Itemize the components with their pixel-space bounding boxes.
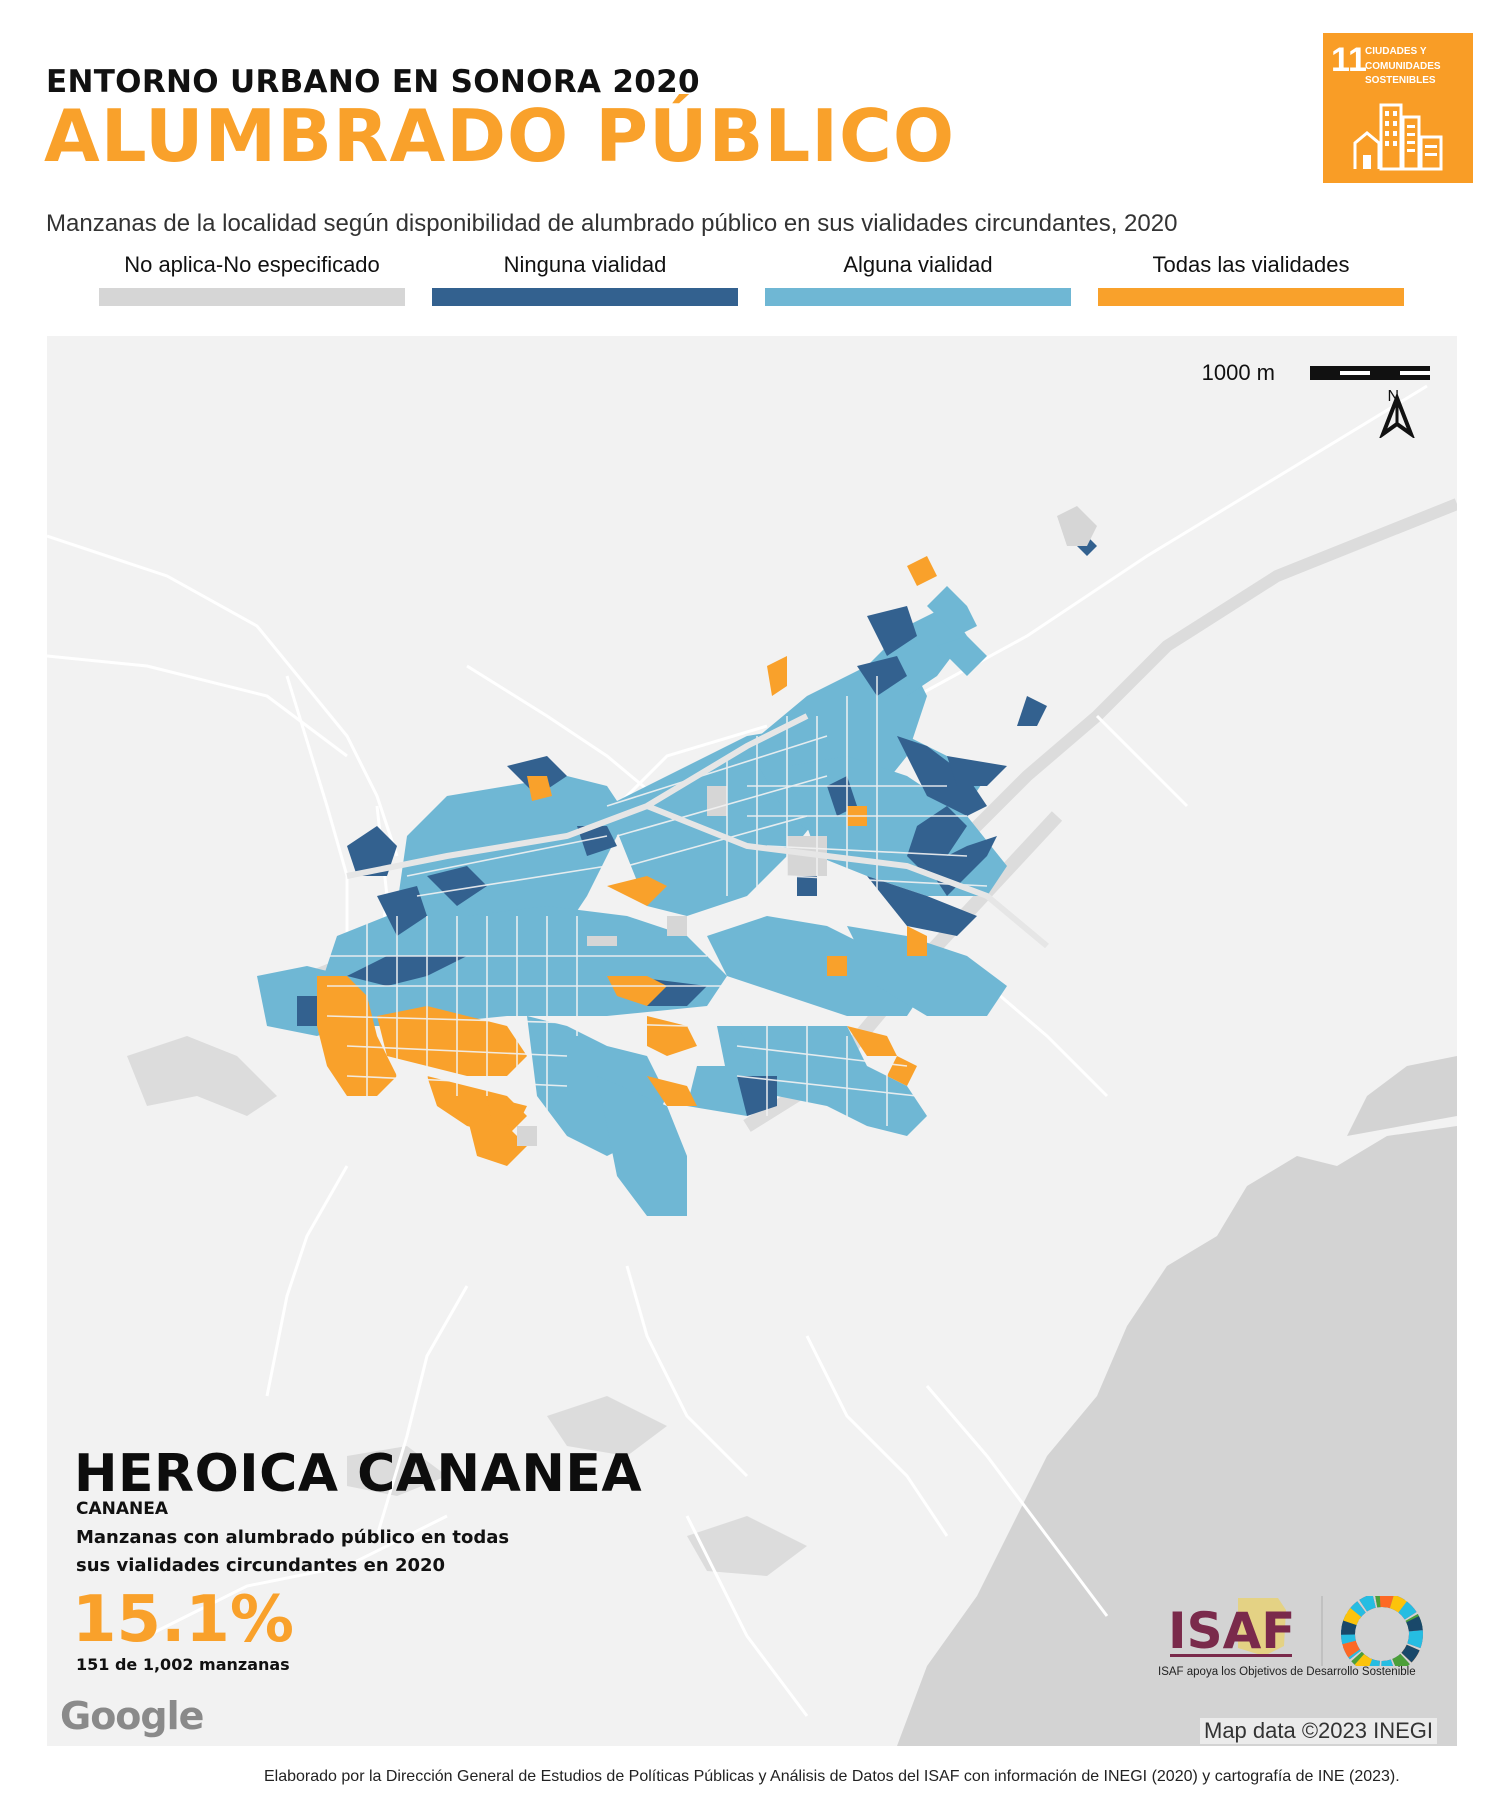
- street-grid: [326, 676, 988, 1126]
- scale-bar: [1310, 366, 1430, 380]
- map-subtitle: Manzanas de la localidad según disponibi…: [46, 210, 1178, 237]
- terrain-ridge-west: [127, 1036, 277, 1116]
- isaf-logo: ISAF: [1168, 1596, 1423, 1666]
- map-data-attribution[interactable]: Map data ©2023 INEGI: [1200, 1718, 1438, 1744]
- blocks-todas-vialidades: [317, 556, 937, 1166]
- legend-item-todas: Todas las vialidades: [1098, 252, 1404, 308]
- terrain-area-east: [897, 1126, 1457, 1746]
- legend-swatch: [432, 288, 738, 306]
- footer-credit: Elaborado por la Dirección General de Es…: [264, 1768, 1400, 1785]
- basemap: [47, 384, 1457, 1746]
- locality-name: HEROICA CANANEA: [74, 1444, 643, 1504]
- terrain-ridge-south: [547, 1396, 667, 1456]
- legend-label: Ninguna vialidad: [503, 252, 667, 277]
- legend-item-no-aplica: No aplica-No especificado: [99, 252, 405, 308]
- terrain-area-east2: [1347, 1056, 1457, 1136]
- legend-swatch: [765, 288, 1071, 306]
- map-panel[interactable]: 1000 m N: [47, 336, 1457, 1746]
- city-buildings-icon: [1353, 103, 1443, 171]
- sdg-label: CIUDADES Y COMUNIDADES SOSTENIBLES: [1365, 46, 1441, 86]
- isaf-logo-text: ISAF: [1168, 1602, 1295, 1660]
- page-title: ALUMBRADO PÚBLICO: [44, 94, 956, 178]
- legend-swatch: [1098, 288, 1404, 306]
- stat-percent: 15.1%: [72, 1583, 295, 1657]
- terrain-ridge-s2: [687, 1516, 807, 1576]
- legend-swatch: [99, 288, 405, 306]
- legend-item-ninguna: Ninguna vialidad: [432, 252, 738, 308]
- highway-east: [942, 498, 1457, 861]
- north-arrow-icon: [1379, 394, 1415, 438]
- municipality-name: CANANEA: [76, 1499, 169, 1519]
- stat-description: Manzanas con alumbrado público en todas …: [76, 1527, 510, 1576]
- north-label: N: [1387, 388, 1399, 405]
- isaf-tagline: ISAF apoya los Objetivos de Desarrollo S…: [1158, 1666, 1416, 1678]
- sdg-11-badge: 11 CIUDADES Y COMUNIDADES SOSTENIBLES: [1323, 33, 1473, 183]
- kicker-title: ENTORNO URBANO EN SONORA 2020: [46, 64, 700, 100]
- scale-bar-label: 1000 m: [1201, 360, 1275, 385]
- legend-label: No aplica-No especificado: [124, 252, 380, 277]
- sdg-wheel-icon: [1341, 1596, 1423, 1666]
- google-logo[interactable]: Google: [60, 1694, 204, 1738]
- sdg-number: 11: [1331, 41, 1367, 79]
- legend-label: Todas las vialidades: [1152, 252, 1350, 277]
- stat-count: 151 de 1,002 manzanas: [76, 1655, 290, 1674]
- legend-label: Alguna vialidad: [843, 252, 993, 277]
- legend-item-alguna: Alguna vialidad: [765, 252, 1071, 308]
